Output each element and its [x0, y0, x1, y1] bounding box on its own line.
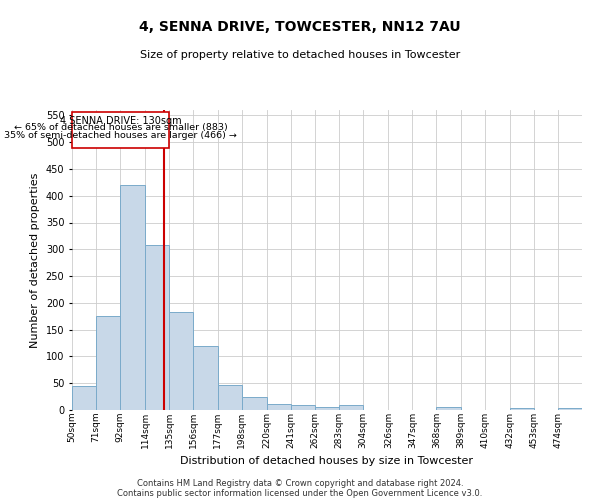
Bar — [72, 386, 96, 410]
Text: ← 65% of detached houses are smaller (883): ← 65% of detached houses are smaller (88… — [14, 124, 227, 132]
Bar — [267, 404, 291, 410]
Bar — [510, 408, 534, 410]
Text: Contains public sector information licensed under the Open Government Licence v3: Contains public sector information licen… — [118, 488, 482, 498]
Bar — [169, 312, 193, 410]
Text: 35% of semi-detached houses are larger (466) →: 35% of semi-detached houses are larger (… — [4, 131, 237, 140]
Bar — [193, 346, 218, 410]
Bar — [120, 185, 145, 410]
FancyBboxPatch shape — [72, 112, 169, 148]
Bar — [218, 386, 242, 410]
Text: Contains HM Land Registry data © Crown copyright and database right 2024.: Contains HM Land Registry data © Crown c… — [137, 478, 463, 488]
Text: Size of property relative to detached houses in Towcester: Size of property relative to detached ho… — [140, 50, 460, 60]
Y-axis label: Number of detached properties: Number of detached properties — [30, 172, 40, 348]
Bar — [145, 245, 169, 410]
Bar — [96, 316, 120, 410]
Text: 4 SENNA DRIVE: 130sqm: 4 SENNA DRIVE: 130sqm — [60, 116, 182, 126]
Bar — [339, 404, 363, 410]
Bar — [436, 408, 461, 410]
Bar — [558, 408, 582, 410]
Text: 4, SENNA DRIVE, TOWCESTER, NN12 7AU: 4, SENNA DRIVE, TOWCESTER, NN12 7AU — [139, 20, 461, 34]
Bar — [291, 404, 315, 410]
X-axis label: Distribution of detached houses by size in Towcester: Distribution of detached houses by size … — [181, 456, 473, 466]
Bar — [242, 396, 267, 410]
Bar — [315, 408, 339, 410]
